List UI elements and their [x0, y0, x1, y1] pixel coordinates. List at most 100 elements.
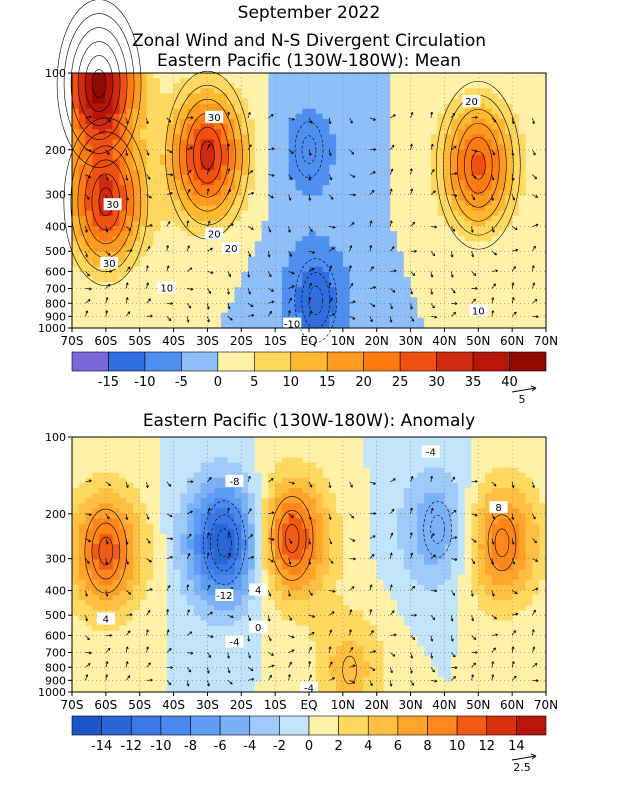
field-cell [342, 205, 351, 212]
field-cell [281, 241, 290, 247]
field-cell [200, 118, 209, 125]
field-cell [200, 103, 209, 110]
field-cell [254, 266, 263, 273]
field-cell [268, 246, 276, 253]
field-cell [261, 154, 269, 161]
field-cell [342, 149, 351, 156]
field-cell [207, 287, 215, 293]
field-cell [241, 185, 249, 191]
field-cell [369, 220, 378, 227]
field-cell [214, 113, 222, 120]
field-cell [193, 231, 202, 237]
field-cell [363, 246, 371, 253]
field-cell [471, 134, 479, 140]
field-cell [173, 457, 181, 464]
x-tick-label: 20N [365, 334, 389, 348]
field-cell [139, 493, 148, 499]
field-cell [153, 574, 161, 581]
field-cell [403, 200, 412, 207]
field-cell [485, 307, 493, 314]
vector-arrow [349, 300, 356, 304]
field-cell [437, 215, 446, 222]
field-cell [525, 149, 534, 156]
field-cell [410, 78, 418, 84]
field-cell [105, 256, 114, 263]
field-cell [92, 175, 100, 181]
field-cell [160, 462, 168, 469]
field-cell [254, 256, 263, 263]
field-cell [518, 108, 527, 115]
field-cell [410, 287, 418, 293]
field-cell [417, 134, 425, 140]
field-cell [153, 266, 161, 273]
field-cell [99, 307, 107, 314]
vector-arrowhead [145, 265, 149, 269]
field-cell [315, 302, 324, 309]
field-cell [268, 149, 276, 156]
field-cell [234, 220, 242, 227]
field-cell [146, 437, 154, 443]
field-cell [471, 205, 479, 212]
field-cell [376, 307, 385, 314]
x-tick-label: 70N [534, 334, 558, 348]
field-cell [119, 200, 127, 207]
field-cell [275, 297, 283, 304]
field-cell [485, 292, 493, 298]
field-cell [302, 159, 310, 166]
field-cell [72, 635, 80, 642]
contour-label: 20 [225, 244, 238, 255]
field-cell [383, 200, 391, 207]
field-cell [119, 307, 127, 314]
field-cell [193, 297, 202, 304]
field-cell [220, 215, 229, 222]
vector-arrow [207, 188, 209, 195]
vector-arrowhead [86, 196, 90, 200]
field-cell [132, 180, 141, 186]
field-cell [153, 442, 161, 448]
field-cell [485, 317, 493, 324]
field-cell [132, 661, 141, 668]
field-cell [105, 620, 114, 627]
field-cell [153, 200, 161, 207]
vector-arrow [450, 251, 453, 258]
field-cell [72, 93, 80, 100]
field-cell [173, 681, 181, 688]
field-cell [430, 144, 439, 151]
vector-arrow [369, 117, 376, 121]
field-cell [160, 164, 168, 171]
field-cell [214, 261, 222, 268]
field-cell [464, 317, 473, 324]
field-cell [153, 139, 161, 145]
field-cell [92, 605, 100, 611]
field-cell [78, 615, 87, 622]
field-cell [85, 620, 93, 627]
field-cell [173, 635, 181, 642]
field-cell [126, 154, 134, 161]
field-cell [119, 322, 127, 329]
vector-arrow [125, 297, 128, 304]
field-cell [309, 98, 317, 105]
field-cell [288, 113, 297, 120]
field-cell [112, 671, 120, 678]
field-cell [485, 185, 493, 191]
field-cell [417, 246, 425, 253]
field-cell [126, 539, 134, 545]
field-cell [342, 226, 351, 232]
field-cell [160, 447, 168, 453]
field-cell [444, 169, 452, 176]
vector-arrowhead [534, 176, 537, 180]
field-cell [207, 195, 215, 202]
field-cell [356, 292, 364, 298]
field-cell [383, 164, 391, 171]
field-cell [532, 134, 540, 140]
vector-arrowhead [372, 171, 376, 175]
field-cell [139, 569, 148, 576]
field-cell [92, 569, 100, 576]
field-cell [410, 297, 418, 304]
field-cell [78, 200, 87, 207]
field-cell [424, 144, 432, 151]
field-cell [139, 630, 148, 637]
field-cell [139, 322, 148, 329]
field-cell [376, 246, 385, 253]
